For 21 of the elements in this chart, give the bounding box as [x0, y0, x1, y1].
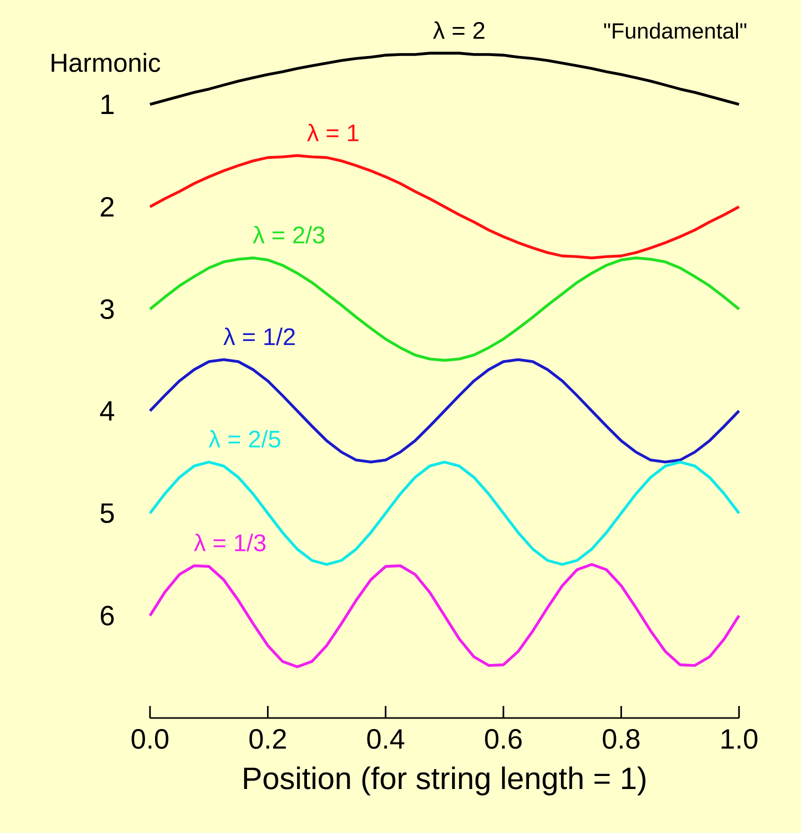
annotation: λ = 1: [307, 124, 358, 142]
text: "Fundamental": [604, 22, 746, 39]
x-tick-label: 0.6: [485, 729, 522, 749]
y-axis-title: Harmonic: [52, 52, 160, 72]
annotation: λ = 1/2: [223, 328, 295, 346]
x-axis-title: Position (for string length = 1): [244, 766, 646, 796]
series-label: 2: [100, 196, 114, 217]
series-label: 1: [102, 94, 114, 114]
x-tick-label: 0.0: [132, 729, 168, 749]
series-label: 4: [100, 401, 114, 420]
annotation: λ = 2/5: [208, 430, 280, 448]
annotation: λ = 2/3: [252, 226, 324, 244]
series-label: 3: [100, 299, 114, 320]
x-tick-label: 0.2: [249, 729, 286, 749]
x-tick-label: 0.4: [367, 729, 404, 749]
x-tick-label: 0.8: [602, 729, 640, 749]
annotation: λ = 1/3: [194, 534, 266, 552]
x-tick-label: 1.0: [722, 729, 758, 749]
series-label: 6: [100, 606, 114, 626]
text: λ = 2: [433, 21, 484, 39]
series-label: 5: [100, 503, 114, 524]
